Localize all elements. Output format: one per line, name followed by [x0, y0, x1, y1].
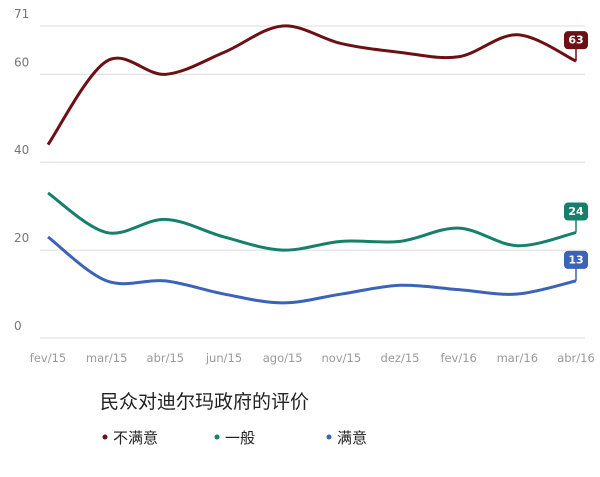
x-tick-label: nov/15 — [322, 351, 362, 365]
line — [47, 191, 577, 252]
legend-marker — [214, 434, 220, 440]
x-tick-label: dez/15 — [381, 351, 420, 365]
line — [46, 24, 577, 146]
line — [47, 235, 577, 305]
x-tick-label: mar/16 — [497, 351, 539, 365]
y-tick-label: 40 — [14, 143, 29, 157]
x-tick-label: jun/15 — [205, 351, 242, 365]
x-tick-label: abr/16 — [557, 351, 595, 365]
y-tick-label: 0 — [14, 319, 22, 333]
data-label: 24 — [568, 205, 584, 218]
legend-label: 不满意 — [113, 429, 158, 447]
legend-marker — [326, 434, 332, 440]
chart-title: 民众对迪尔玛政府的评价 — [100, 391, 309, 413]
legend-marker — [102, 434, 108, 440]
x-tick-label: fev/16 — [440, 351, 476, 365]
data-label: 63 — [568, 34, 583, 47]
legend-label: 满意 — [337, 429, 367, 447]
label-box — [564, 202, 588, 221]
data-label: 13 — [568, 253, 583, 266]
x-tick-label: ago/15 — [263, 351, 303, 365]
y-tick-label: 60 — [14, 55, 29, 69]
y-tick-label: 71 — [14, 7, 29, 21]
x-tick-label: fev/15 — [30, 351, 66, 365]
label-box — [564, 31, 588, 50]
y-tick-label: 20 — [14, 231, 29, 245]
legend-label: 一般 — [225, 429, 255, 447]
x-tick-label: abr/15 — [147, 351, 185, 365]
x-tick-label: mar/15 — [86, 351, 128, 365]
label-box — [564, 250, 588, 269]
